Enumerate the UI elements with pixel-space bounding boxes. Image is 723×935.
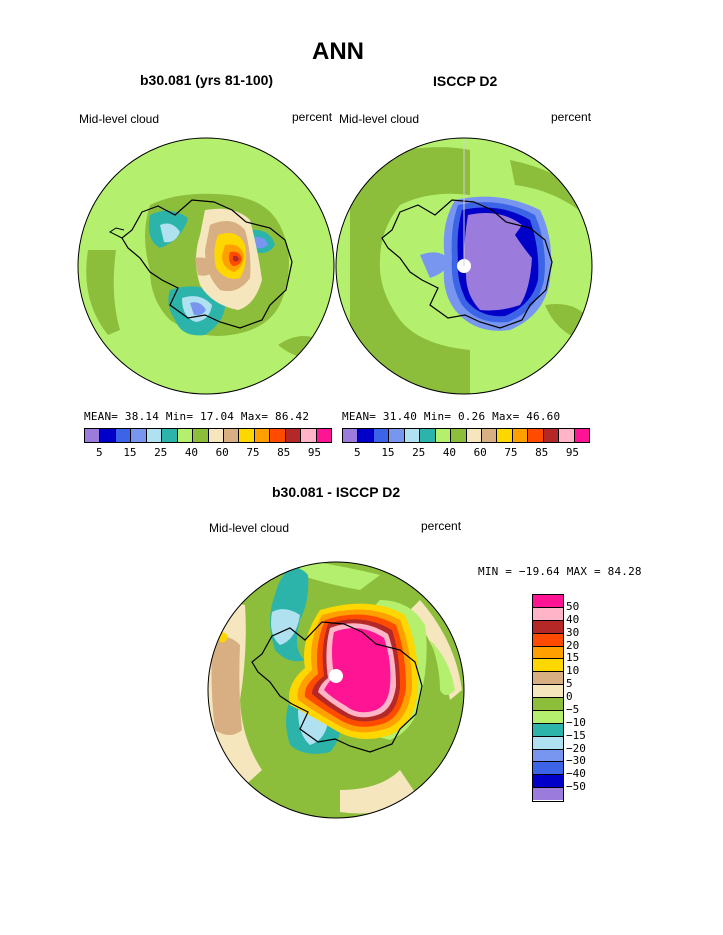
model-stats: MEAN= 38.14 Min= 17.04 Max= 86.42 xyxy=(84,410,310,423)
colorbar-tick-label: −5 xyxy=(566,702,580,716)
obs-colorbar xyxy=(342,428,590,443)
colorbar-tick-label: 60 xyxy=(473,446,487,459)
diff-variable-label: Mid-level cloud xyxy=(209,521,290,535)
colorbar-swatch xyxy=(533,607,563,621)
colorbar-tick-label: 75 xyxy=(504,446,518,459)
colorbar-swatch xyxy=(528,429,544,442)
colorbar-tick-label: 95 xyxy=(565,446,580,459)
diff-panel-title: b30.081 - ISCCP D2 xyxy=(272,484,401,500)
colorbar-swatch xyxy=(533,775,563,789)
colorbar-tick-label: 30 xyxy=(566,625,580,639)
colorbar-tick-label: 15 xyxy=(381,446,395,459)
colorbar-tick-label: −10 xyxy=(566,715,586,729)
colorbar-tick-label: 20 xyxy=(566,638,580,652)
colorbar-tick-label: 0 xyxy=(566,690,573,703)
colorbar-swatch xyxy=(270,429,286,442)
colorbar-tick-label: 5 xyxy=(353,446,361,459)
colorbar-swatch xyxy=(131,429,147,442)
colorbar-tick-label: 10 xyxy=(566,664,580,678)
colorbar-tick-label: 5 xyxy=(566,677,573,691)
colorbar-swatch xyxy=(100,429,116,442)
model-colorbar xyxy=(84,428,332,443)
colorbar-swatch xyxy=(533,710,563,724)
colorbar-swatch xyxy=(239,429,255,442)
colorbar-tick-label: 60 xyxy=(215,446,229,459)
diff-colorbar xyxy=(532,594,564,802)
colorbar-swatch xyxy=(451,429,467,442)
colorbar-swatch xyxy=(373,429,390,442)
colorbar-swatch xyxy=(466,429,482,442)
colorbar-swatch xyxy=(285,429,302,442)
obs-stats: MEAN= 31.40 Min= 0.26 Max= 46.60 xyxy=(342,410,561,423)
colorbar-tick-label: 85 xyxy=(277,446,291,459)
diff-units-label: percent xyxy=(421,519,462,533)
colorbar-tick-label: 15 xyxy=(566,651,580,665)
colorbar-swatch xyxy=(533,723,563,737)
model-panel-title: b30.081 (yrs 81-100) xyxy=(140,72,274,88)
colorbar-swatch xyxy=(208,429,224,442)
colorbar-tick-label: 5 xyxy=(95,446,103,459)
colorbar-tick-label: −15 xyxy=(566,728,586,742)
colorbar-tick-label: 25 xyxy=(154,446,168,459)
colorbar-swatch xyxy=(389,429,405,442)
colorbar-tick-label: 50 xyxy=(566,599,580,613)
colorbar-swatch xyxy=(533,646,563,660)
colorbar-swatch xyxy=(533,762,563,776)
colorbar-swatch xyxy=(481,429,498,442)
colorbar-swatch xyxy=(162,429,178,442)
colorbar-tick-label: 85 xyxy=(535,446,549,459)
obs-variable-label: Mid-level cloud xyxy=(339,112,420,126)
colorbar-swatch xyxy=(533,736,563,750)
model-units-label: percent xyxy=(292,110,333,124)
colorbar-swatch xyxy=(177,429,194,442)
colorbar-swatch xyxy=(316,429,331,442)
colorbar-swatch xyxy=(574,429,589,442)
colorbar-swatch xyxy=(512,429,529,442)
colorbar-tick-label: 25 xyxy=(412,446,426,459)
colorbar-swatch xyxy=(559,429,575,442)
colorbar-tick-label: −50 xyxy=(566,780,586,794)
colorbar-swatch xyxy=(543,429,560,442)
colorbar-swatch xyxy=(193,429,209,442)
colorbar-tick-label: 75 xyxy=(246,446,260,459)
colorbar-tick-label: −30 xyxy=(566,754,586,768)
colorbar-swatch xyxy=(343,429,359,442)
model-variable-label: Mid-level cloud xyxy=(79,112,160,126)
colorbar-swatch xyxy=(533,633,563,647)
colorbar-swatch xyxy=(533,672,563,686)
colorbar-tick-label: 95 xyxy=(307,446,322,459)
colorbar-swatch xyxy=(404,429,421,442)
colorbar-tick-label: 15 xyxy=(123,446,137,459)
colorbar-swatch xyxy=(497,429,513,442)
colorbar-swatch xyxy=(533,788,563,800)
obs-panel-title: ISCCP D2 xyxy=(433,73,498,89)
colorbar-tick-label: −20 xyxy=(566,741,586,755)
colorbar-tick-label: 40 xyxy=(442,446,457,459)
colorbar-tick-label: 40 xyxy=(566,612,580,626)
colorbar-tick-label: −40 xyxy=(566,767,586,781)
page-title: ANN xyxy=(312,38,364,65)
colorbar-swatch xyxy=(533,620,563,634)
colorbar-swatch xyxy=(115,429,132,442)
colorbar-swatch xyxy=(435,429,452,442)
colorbar-swatch xyxy=(533,685,563,698)
diff-stats: MIN = −19.64 MAX = 84.28 xyxy=(478,565,642,578)
colorbar-swatch xyxy=(533,698,563,711)
colorbar-tick-label: 40 xyxy=(184,446,199,459)
colorbar-swatch xyxy=(358,429,374,442)
colorbar-swatch xyxy=(420,429,436,442)
colorbar-swatch xyxy=(533,659,563,673)
colorbar-swatch xyxy=(223,429,240,442)
colorbar-swatch xyxy=(533,749,563,763)
colorbar-swatch xyxy=(301,429,317,442)
obs-units-label: percent xyxy=(551,110,592,124)
colorbar-swatch xyxy=(146,429,163,442)
colorbar-swatch xyxy=(85,429,101,442)
colorbar-swatch xyxy=(533,595,563,608)
colorbar-swatch xyxy=(254,429,271,442)
